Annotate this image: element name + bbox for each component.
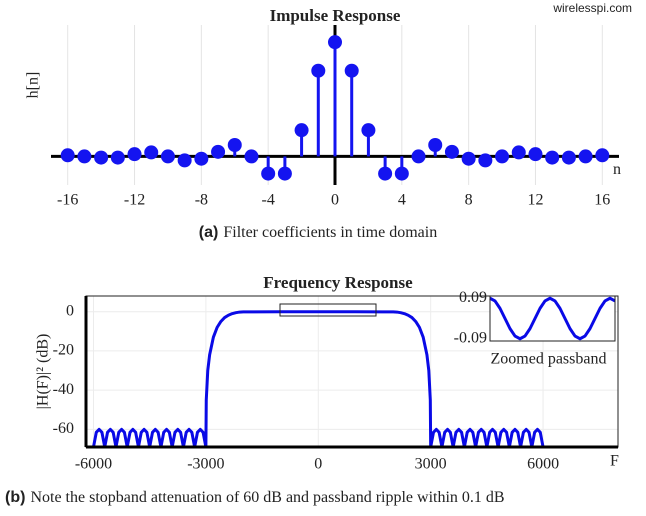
stem-marker <box>261 166 276 181</box>
stem-marker <box>595 148 610 163</box>
x-tick-label: 8 <box>465 192 473 209</box>
y-tick-label: 0 <box>66 302 74 319</box>
stem-marker <box>211 144 226 159</box>
y-tick-label: 0.09 <box>459 289 487 306</box>
stem-marker <box>77 149 92 164</box>
zoom-box <box>279 303 377 317</box>
caption-b: (b) Note the stopband attenuation of 60 d… <box>5 489 505 507</box>
stem-marker <box>294 123 309 138</box>
stem-marker <box>227 138 242 152</box>
stem-marker <box>561 150 576 165</box>
stem-marker <box>110 150 125 165</box>
x-axis-label: n <box>613 161 621 178</box>
plot-frame <box>489 295 616 342</box>
x-tick-label: -4 <box>262 192 275 209</box>
inset-label: Zoomed passband <box>491 351 607 368</box>
x-tick-label: 16 <box>594 192 610 209</box>
x-tick-label: 12 <box>527 192 543 209</box>
caption-label: (b) <box>5 489 25 506</box>
y-axis-label: h[n] <box>25 72 42 99</box>
stem-marker <box>411 149 426 164</box>
x-tick-label: -6000 <box>75 456 112 473</box>
stem-marker <box>194 151 209 166</box>
x-tick-label: -16 <box>57 192 78 209</box>
stem-marker <box>495 149 510 164</box>
x-tick-label: 4 <box>398 192 406 209</box>
line-series <box>489 296 616 341</box>
chart-title: Impulse Response <box>270 6 401 25</box>
caption-label: (a) <box>199 224 219 241</box>
stem-marker <box>461 151 476 166</box>
stem-marker <box>177 153 192 168</box>
stem-marker <box>511 145 526 160</box>
stem-marker <box>160 149 175 164</box>
stem-marker <box>545 150 560 165</box>
stem-marker <box>244 149 259 164</box>
stem-marker <box>311 63 326 78</box>
stem-marker <box>127 147 142 162</box>
x-axis-label: F <box>610 453 619 470</box>
y-tick-label: -20 <box>53 342 74 359</box>
watermark: wirelesspi.com <box>552 1 632 15</box>
stem-marker <box>394 166 409 181</box>
stem-marker <box>444 144 459 159</box>
y-tick-label: -0.09 <box>454 329 487 346</box>
y-tick-label: -40 <box>53 381 74 398</box>
stem-marker <box>328 35 342 50</box>
stem-marker <box>277 166 292 181</box>
chart-title: Frequency Response <box>263 273 413 292</box>
x-tick-label: 3000 <box>415 456 447 473</box>
stem-marker <box>478 153 493 168</box>
x-tick-label: -3000 <box>187 456 224 473</box>
x-tick-label: 0 <box>331 192 339 209</box>
stem-marker <box>361 123 376 138</box>
x-tick-label: -8 <box>195 192 208 209</box>
stem-marker <box>428 138 443 152</box>
y-tick-label: -60 <box>53 420 74 437</box>
line-series <box>92 310 545 449</box>
x-tick-label: 6000 <box>527 456 559 473</box>
caption-a: (a) Filter coefficients in time domain <box>199 224 437 242</box>
x-tick-label: -12 <box>124 192 145 209</box>
stem-marker <box>378 166 393 181</box>
stem-marker <box>144 145 159 160</box>
y-axis-label: |H(F)|² (dB) <box>35 334 52 410</box>
stem-marker <box>344 63 359 78</box>
stem-marker <box>528 147 543 162</box>
caption-text: Filter coefficients in time domain <box>223 224 437 241</box>
stem-marker <box>60 148 75 163</box>
stem-marker <box>578 149 593 164</box>
x-tick-label: 0 <box>314 456 322 473</box>
stem-marker <box>94 150 109 165</box>
caption-text: Note the stopband attenuation of 60 dB a… <box>30 489 504 506</box>
